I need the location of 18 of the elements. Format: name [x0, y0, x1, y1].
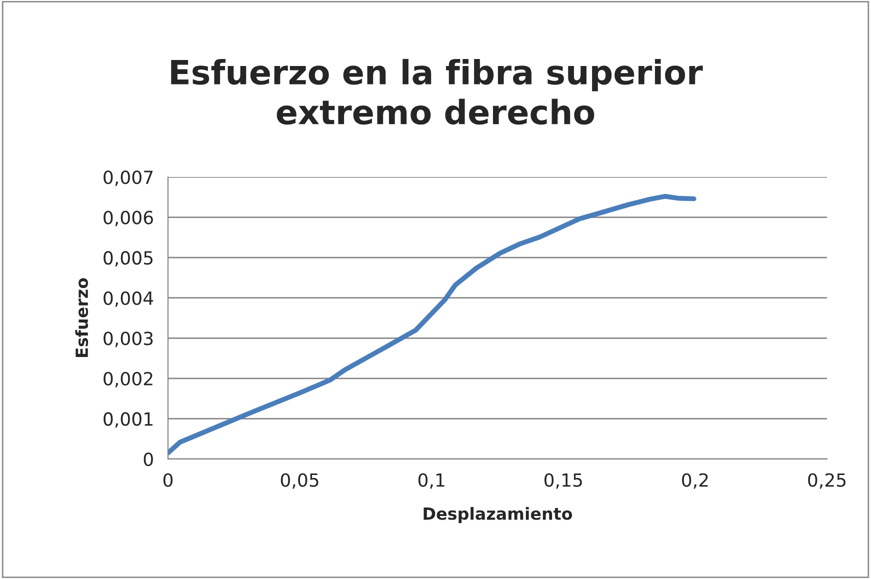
- x-tick-label: 0,1: [418, 473, 444, 489]
- x-tick-label: 0,05: [280, 473, 318, 489]
- chart-title: Esfuerzo en la fibra superior extremo derecho: [171, 58, 703, 125]
- x-tick-label: 0: [163, 473, 173, 487]
- y-tick-label: 0,002: [104, 372, 152, 388]
- y-tick-label: 0,005: [104, 251, 153, 267]
- y-tick-label: 0,007: [104, 170, 153, 186]
- y-tick-label: 0,003: [104, 332, 153, 348]
- y-tick-label: 0,006: [104, 210, 153, 226]
- x-tick-label: 0,15: [544, 473, 582, 489]
- y-axis-title: Esfuerzo: [75, 278, 88, 358]
- x-tick-label: 0,25: [808, 473, 846, 489]
- line-series: [168, 194, 696, 456]
- x-axis-title: Desplazamiento: [424, 507, 572, 524]
- y-tick-label: 0,004: [104, 291, 154, 307]
- x-tick-label: 0,2: [682, 473, 708, 489]
- y-tick-label: 0: [144, 452, 153, 466]
- y-tick-label: 0,001: [104, 412, 152, 428]
